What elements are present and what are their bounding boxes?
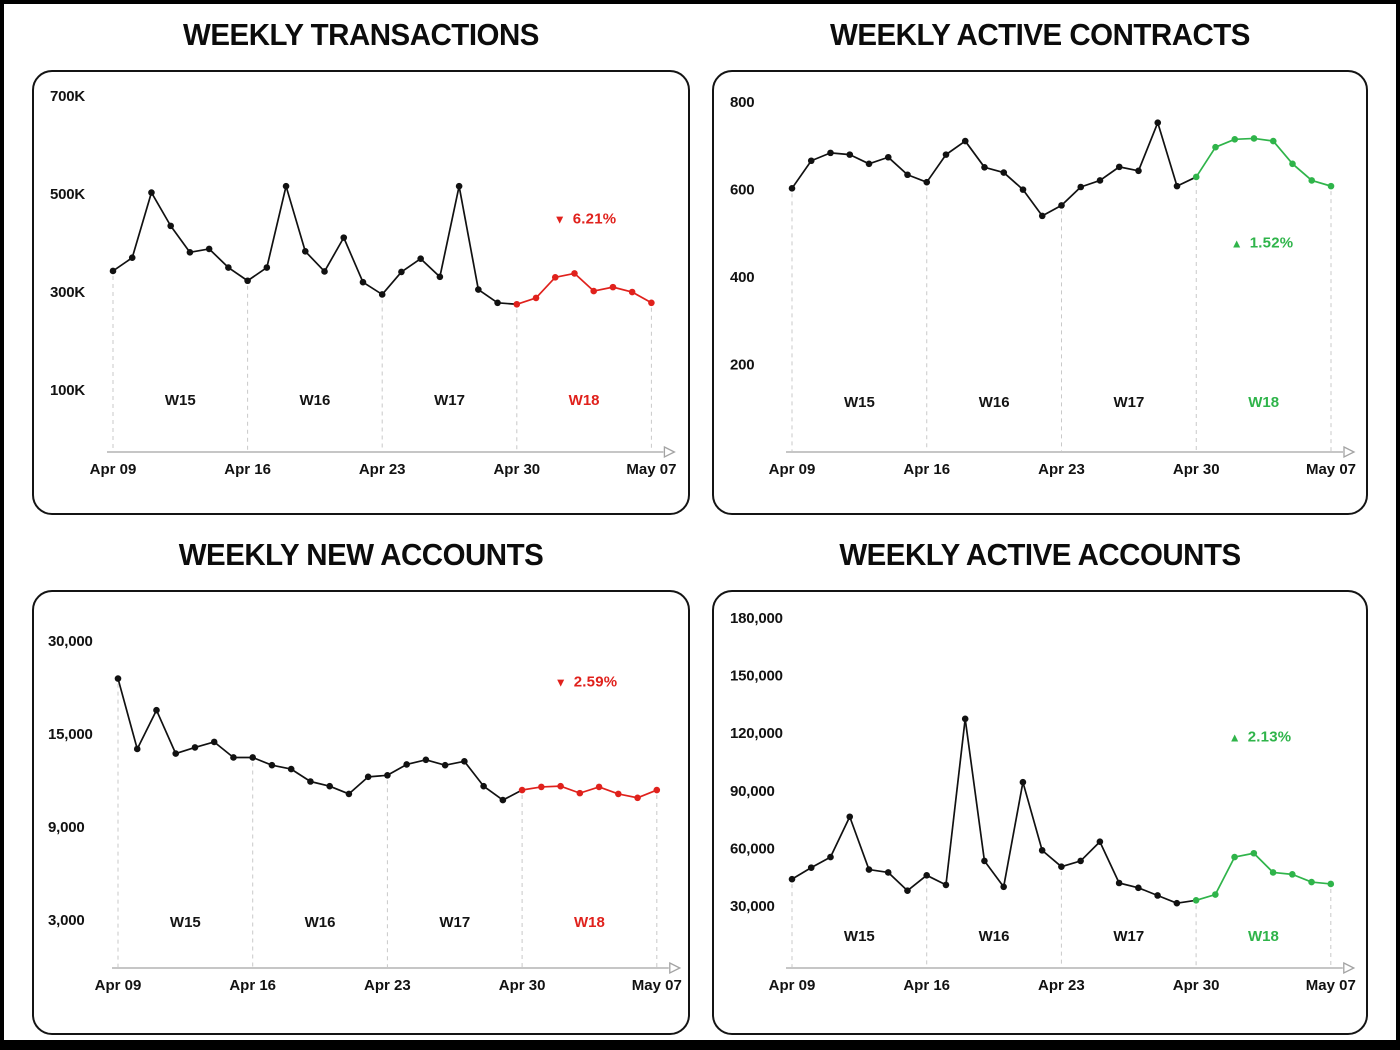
- screen-border-right: [1396, 0, 1400, 1050]
- change-value: 6.21%: [572, 210, 617, 228]
- screen-border-bottom: [0, 1040, 1400, 1050]
- change-badge-transactions: ▼ 6.21%: [554, 211, 617, 228]
- change-value: 2.59%: [573, 673, 618, 691]
- change-badge-new-accounts: ▼ 2.59%: [555, 674, 618, 691]
- up-arrow-icon: ▲: [1230, 236, 1243, 251]
- chart-title-weekly-new-accounts: WEEKLY NEW ACCOUNTS: [178, 537, 544, 572]
- up-arrow-icon: ▲: [1228, 730, 1241, 745]
- chart-title-weekly-active-accounts: WEEKLY ACTIVE ACCOUNTS: [839, 537, 1241, 572]
- chart-title-weekly-transactions: WEEKLY TRANSACTIONS: [183, 17, 539, 52]
- chart-card-weekly-active-accounts: [712, 590, 1368, 1035]
- change-value: 1.52%: [1249, 234, 1294, 252]
- chart-card-weekly-new-accounts: [32, 590, 690, 1035]
- change-badge-active-contracts: ▲ 1.52%: [1231, 235, 1294, 252]
- chart-card-weekly-active-contracts: [712, 70, 1368, 515]
- screen-border-top: [0, 0, 1400, 4]
- change-value: 2.13%: [1247, 728, 1292, 746]
- change-badge-active-accounts: ▲ 2.13%: [1229, 729, 1292, 746]
- chart-title-weekly-active-contracts: WEEKLY ACTIVE CONTRACTS: [830, 17, 1250, 52]
- screen-border-left: [0, 0, 4, 1050]
- chart-card-weekly-transactions: [32, 70, 690, 515]
- down-arrow-icon: ▼: [553, 212, 566, 227]
- down-arrow-icon: ▼: [554, 675, 567, 690]
